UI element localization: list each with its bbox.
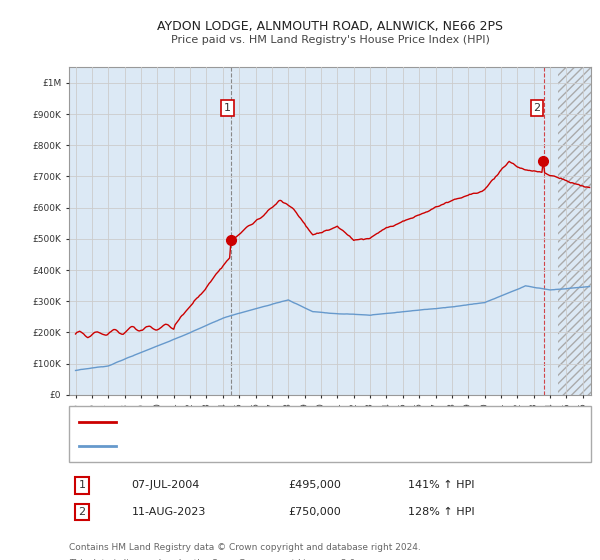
Text: This data is licensed under the Open Government Licence v3.0.: This data is licensed under the Open Gov… [69, 559, 358, 560]
Text: 2: 2 [533, 103, 541, 113]
Text: 1: 1 [224, 103, 231, 113]
Text: AYDON LODGE, ALNMOUTH ROAD, ALNWICK, NE66 2PS (detached house): AYDON LODGE, ALNMOUTH ROAD, ALNWICK, NE6… [127, 417, 508, 427]
Text: HPI: Average price, detached house, Northumberland: HPI: Average price, detached house, Nort… [127, 441, 405, 451]
Text: Contains HM Land Registry data © Crown copyright and database right 2024.: Contains HM Land Registry data © Crown c… [69, 543, 421, 552]
Text: 07-JUL-2004: 07-JUL-2004 [131, 480, 200, 490]
Text: Price paid vs. HM Land Registry's House Price Index (HPI): Price paid vs. HM Land Registry's House … [170, 35, 490, 45]
Bar [558, 67, 600, 395]
Bar [558, 67, 600, 395]
Text: 2: 2 [79, 507, 86, 517]
Text: 128% ↑ HPI: 128% ↑ HPI [409, 507, 475, 517]
Text: 141% ↑ HPI: 141% ↑ HPI [409, 480, 475, 490]
Text: 11-AUG-2023: 11-AUG-2023 [131, 507, 206, 517]
Text: £750,000: £750,000 [288, 507, 341, 517]
Text: 1: 1 [79, 480, 86, 490]
FancyBboxPatch shape [69, 406, 591, 462]
Text: £495,000: £495,000 [288, 480, 341, 490]
Text: AYDON LODGE, ALNMOUTH ROAD, ALNWICK, NE66 2PS: AYDON LODGE, ALNMOUTH ROAD, ALNWICK, NE6… [157, 20, 503, 32]
